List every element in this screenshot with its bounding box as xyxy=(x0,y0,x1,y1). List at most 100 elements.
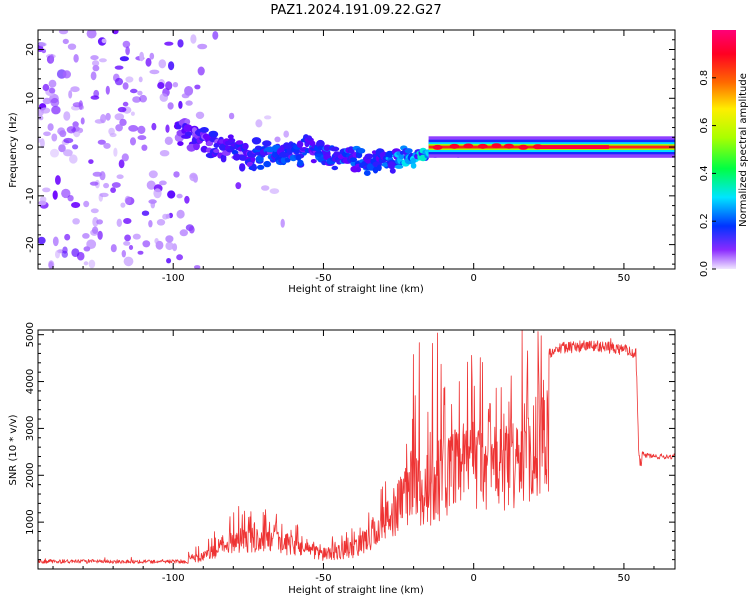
heatmap-cell xyxy=(80,117,85,125)
heatmap-cell xyxy=(139,51,145,62)
heatmap-cell xyxy=(130,111,135,116)
ridge-peak xyxy=(449,143,460,149)
ridge-cell xyxy=(193,142,200,151)
heatmap-cell xyxy=(92,64,100,72)
heatmap-cell xyxy=(128,124,139,132)
heatmap-cell xyxy=(121,250,127,258)
heatmap-cell xyxy=(148,170,158,179)
ridge-peak xyxy=(491,143,502,149)
ridge-cell xyxy=(227,134,234,139)
heatmap-cell xyxy=(194,265,201,269)
heatmap-cell xyxy=(269,188,280,195)
heatmap-cell xyxy=(184,86,194,96)
ridge-cell xyxy=(235,140,244,145)
y-tick-label: 10 xyxy=(25,92,36,105)
heatmap-cell xyxy=(137,90,143,96)
heatmap-cell xyxy=(83,200,90,208)
colorbar-tick-label: 0.0 xyxy=(699,261,710,277)
heatmap-cell xyxy=(150,201,156,209)
heatmap-cell xyxy=(115,124,123,132)
y-tick-label: 3000 xyxy=(25,416,36,441)
heatmap-cell xyxy=(137,135,147,141)
heatmap-cell xyxy=(113,147,118,157)
heatmap-cell xyxy=(130,88,138,94)
snr-axes: -100 -50 0 50 1000 2000 3000 4000 5000 xyxy=(25,322,675,584)
heatmap-cell xyxy=(50,148,59,158)
heatmap-cell xyxy=(188,225,195,234)
snr-frame xyxy=(37,329,676,570)
heatmap-cell xyxy=(280,218,285,228)
heatmap-cell xyxy=(117,106,127,113)
heatmap-cell xyxy=(52,236,59,247)
heatmap-cell xyxy=(73,54,79,63)
heatmap-cell xyxy=(92,216,99,227)
heatmap-cell xyxy=(155,240,164,250)
heatmap-cell xyxy=(57,127,66,135)
heatmap-cell xyxy=(122,101,129,107)
snr-background xyxy=(38,330,675,569)
heatmap-cell xyxy=(58,30,69,35)
ridge-peak xyxy=(463,143,474,149)
heatmap-cell xyxy=(48,79,57,88)
ridge-cell xyxy=(242,142,249,150)
ridge-cell xyxy=(251,137,262,145)
heatmap-cell xyxy=(110,244,117,253)
heatmap-cell xyxy=(125,76,134,83)
colorbar-tick-label: 0.2 xyxy=(699,213,710,229)
heatmap-cell xyxy=(119,56,129,62)
ridge-peak xyxy=(477,143,488,149)
ridge-cell xyxy=(331,165,339,171)
ridge-cell xyxy=(329,146,340,152)
colorbar-tick-label: 0.8 xyxy=(699,70,710,86)
colorbar-ticks: 0.0 0.2 0.4 0.6 0.8 xyxy=(699,70,716,277)
heatmap-cell xyxy=(51,133,58,142)
ridge-cell xyxy=(306,135,313,141)
snr-xlabel: Height of straight line (km) xyxy=(288,585,424,596)
ridge-cell xyxy=(364,153,374,159)
heatmap-cell xyxy=(114,65,124,70)
y-tick-label: -20 xyxy=(25,236,36,252)
heatmap-cell xyxy=(86,239,97,249)
heatmap-cell xyxy=(49,54,55,64)
spectrogram-ylabel: Frequency (Hz) xyxy=(8,112,19,188)
heatmap-cell xyxy=(63,111,71,121)
y-tick-label: 2000 xyxy=(25,463,36,488)
heatmap-cell xyxy=(116,218,123,227)
heatmap-cell xyxy=(165,235,174,243)
spectrogram-ridge xyxy=(173,118,675,177)
heatmap-cell xyxy=(159,93,168,102)
heatmap-cell xyxy=(50,97,60,107)
heatmap-cell xyxy=(123,218,132,224)
colorbar-gradient xyxy=(712,30,736,269)
heatmap-cell xyxy=(62,246,68,254)
heatmap-cell xyxy=(185,100,193,106)
heatmap-cell xyxy=(90,71,97,81)
heatmap-cell xyxy=(123,256,134,267)
heatmap-cell xyxy=(42,97,52,105)
heatmap-cell xyxy=(63,149,73,157)
heatmap-cell xyxy=(110,187,116,194)
heatmap-cell xyxy=(105,85,110,95)
heatmap-cell xyxy=(42,83,50,92)
heatmap-cell xyxy=(122,40,131,48)
heatmap-cell xyxy=(103,142,111,149)
heatmap-cell xyxy=(38,42,47,47)
spectrogram-xlabel: Height of straight line (km) xyxy=(288,284,424,295)
heatmap-cell xyxy=(38,137,41,143)
heatmap-cell xyxy=(100,114,107,124)
heatmap-cell xyxy=(90,208,99,214)
ridge-cell xyxy=(349,148,355,155)
heatmap-cell xyxy=(142,240,151,248)
heatmap-cell xyxy=(112,30,119,35)
ridge-cell xyxy=(294,148,300,155)
heatmap-cell xyxy=(178,100,183,109)
ridge-cell xyxy=(381,162,389,167)
heatmap-cell xyxy=(165,241,174,251)
heatmap-cell xyxy=(151,122,157,131)
heatmap-cell xyxy=(52,190,58,200)
heatmap-cell xyxy=(51,105,61,115)
heatmap-cell xyxy=(176,209,185,219)
heatmap-cell xyxy=(111,182,121,188)
heatmap-cell xyxy=(128,245,134,250)
